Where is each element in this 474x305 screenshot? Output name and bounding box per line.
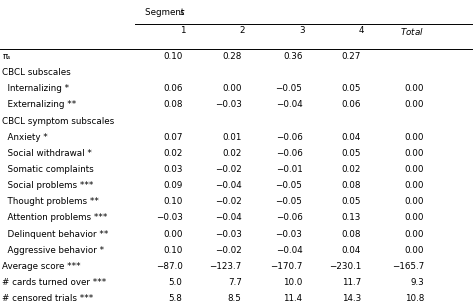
Text: 0.01: 0.01 xyxy=(222,133,242,142)
Text: 0.28: 0.28 xyxy=(222,52,242,61)
Text: 0.27: 0.27 xyxy=(342,52,361,61)
Text: Social problems ***: Social problems *** xyxy=(2,181,94,190)
Text: Social withdrawal *: Social withdrawal * xyxy=(2,149,92,158)
Text: Internalizing *: Internalizing * xyxy=(2,84,70,93)
Text: 0.00: 0.00 xyxy=(405,214,424,223)
Text: 0.03: 0.03 xyxy=(163,165,182,174)
Text: −0.05: −0.05 xyxy=(275,181,302,190)
Text: 0.04: 0.04 xyxy=(342,246,361,255)
Text: −0.03: −0.03 xyxy=(275,230,302,239)
Text: 5.8: 5.8 xyxy=(169,294,182,303)
Text: 0.02: 0.02 xyxy=(163,149,182,158)
Text: $s$: $s$ xyxy=(179,8,185,17)
Text: CBCL symptom subscales: CBCL symptom subscales xyxy=(2,117,115,126)
Text: 0.13: 0.13 xyxy=(342,214,361,223)
Text: 10.0: 10.0 xyxy=(283,278,302,287)
Text: 0.00: 0.00 xyxy=(405,149,424,158)
Text: 0.08: 0.08 xyxy=(163,100,182,109)
Text: −0.06: −0.06 xyxy=(276,149,302,158)
Text: 0.00: 0.00 xyxy=(405,165,424,174)
Text: 7.7: 7.7 xyxy=(228,278,242,287)
Text: −0.03: −0.03 xyxy=(155,214,182,223)
Text: 0.00: 0.00 xyxy=(405,230,424,239)
Text: −0.03: −0.03 xyxy=(215,230,242,239)
Text: # censored trials ***: # censored trials *** xyxy=(2,294,94,303)
Text: 0.06: 0.06 xyxy=(342,100,361,109)
Text: CBCL subscales: CBCL subscales xyxy=(2,68,71,77)
Text: 0.09: 0.09 xyxy=(163,181,182,190)
Text: −0.04: −0.04 xyxy=(215,181,242,190)
Text: −0.05: −0.05 xyxy=(275,197,302,206)
Text: 0.00: 0.00 xyxy=(405,181,424,190)
Text: 10.8: 10.8 xyxy=(405,294,424,303)
Text: 3: 3 xyxy=(300,26,305,35)
Text: −0.04: −0.04 xyxy=(215,214,242,223)
Text: Thought problems **: Thought problems ** xyxy=(2,197,99,206)
Text: 4: 4 xyxy=(358,26,364,35)
Text: 0.07: 0.07 xyxy=(163,133,182,142)
Text: −0.03: −0.03 xyxy=(215,100,242,109)
Text: 0.05: 0.05 xyxy=(342,149,361,158)
Text: 11.4: 11.4 xyxy=(283,294,302,303)
Text: 0.08: 0.08 xyxy=(342,181,361,190)
Text: Aggressive behavior *: Aggressive behavior * xyxy=(2,246,104,255)
Text: 0.00: 0.00 xyxy=(405,133,424,142)
Text: −0.01: −0.01 xyxy=(276,165,302,174)
Text: 11.7: 11.7 xyxy=(342,278,361,287)
Text: 0.00: 0.00 xyxy=(222,84,242,93)
Text: 2: 2 xyxy=(239,26,245,35)
Text: −0.04: −0.04 xyxy=(276,100,302,109)
Text: −0.02: −0.02 xyxy=(215,197,242,206)
Text: Delinquent behavior **: Delinquent behavior ** xyxy=(2,230,109,239)
Text: Somatic complaints: Somatic complaints xyxy=(2,165,94,174)
Text: 0.02: 0.02 xyxy=(222,149,242,158)
Text: Segment: Segment xyxy=(145,8,187,17)
Text: 0.05: 0.05 xyxy=(342,197,361,206)
Text: 0.08: 0.08 xyxy=(342,230,361,239)
Text: −0.05: −0.05 xyxy=(275,84,302,93)
Text: −123.7: −123.7 xyxy=(210,262,242,271)
Text: 0.06: 0.06 xyxy=(163,84,182,93)
Text: −165.7: −165.7 xyxy=(392,262,424,271)
Text: 0.36: 0.36 xyxy=(283,52,302,61)
Text: 0.10: 0.10 xyxy=(163,246,182,255)
Text: 0.02: 0.02 xyxy=(342,165,361,174)
Text: −0.02: −0.02 xyxy=(215,165,242,174)
Text: 9.3: 9.3 xyxy=(410,278,424,287)
Text: 0.05: 0.05 xyxy=(342,84,361,93)
Text: 0.00: 0.00 xyxy=(405,197,424,206)
Text: −0.02: −0.02 xyxy=(215,246,242,255)
Text: −87.0: −87.0 xyxy=(155,262,182,271)
Text: $\mathit{Total}$: $\mathit{Total}$ xyxy=(401,26,424,37)
Text: 14.3: 14.3 xyxy=(342,294,361,303)
Text: 5.0: 5.0 xyxy=(169,278,182,287)
Text: Attention problems ***: Attention problems *** xyxy=(2,214,108,223)
Text: Externalizing **: Externalizing ** xyxy=(2,100,77,109)
Text: 8.5: 8.5 xyxy=(228,294,242,303)
Text: 0.00: 0.00 xyxy=(405,246,424,255)
Text: −0.06: −0.06 xyxy=(276,214,302,223)
Text: −0.04: −0.04 xyxy=(276,246,302,255)
Text: 0.00: 0.00 xyxy=(405,100,424,109)
Text: 0.10: 0.10 xyxy=(163,52,182,61)
Text: # cards turned over ***: # cards turned over *** xyxy=(2,278,107,287)
Text: 1: 1 xyxy=(180,26,185,35)
Text: Average score ***: Average score *** xyxy=(2,262,81,271)
Text: −0.06: −0.06 xyxy=(276,133,302,142)
Text: Anxiety *: Anxiety * xyxy=(2,133,48,142)
Text: −230.1: −230.1 xyxy=(329,262,361,271)
Text: 0.10: 0.10 xyxy=(163,197,182,206)
Text: −170.7: −170.7 xyxy=(270,262,302,271)
Text: 0.00: 0.00 xyxy=(163,230,182,239)
Text: 0.00: 0.00 xyxy=(405,84,424,93)
Text: 0.04: 0.04 xyxy=(342,133,361,142)
Text: πₛ: πₛ xyxy=(2,52,11,61)
